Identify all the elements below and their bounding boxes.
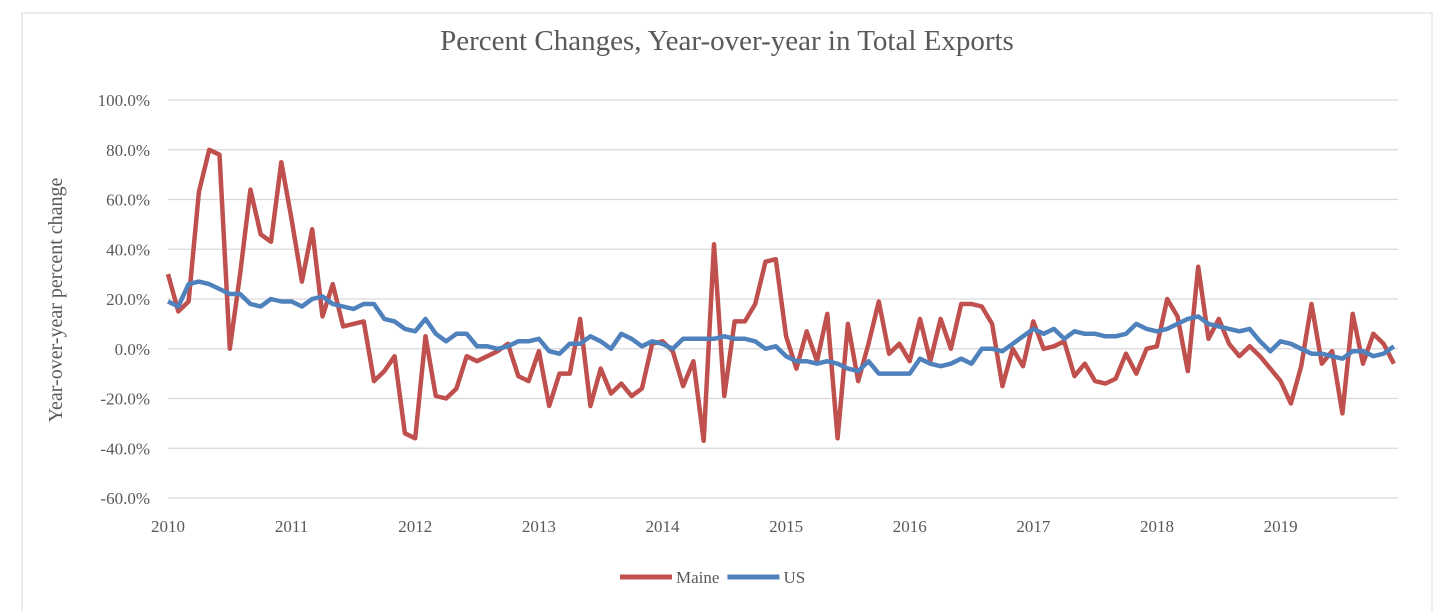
y-tick-label: 60.0% <box>106 191 150 210</box>
y-tick-label: 20.0% <box>106 290 150 309</box>
y-tick-label: 0.0% <box>115 340 150 359</box>
data-line <box>167 279 1396 376</box>
legend-label: Maine <box>676 568 719 587</box>
x-tick-label: 2010 <box>151 517 185 536</box>
x-tick-label: 2015 <box>769 517 803 536</box>
x-tick-label: 2018 <box>1140 517 1174 536</box>
x-tick-label: 2011 <box>275 517 308 536</box>
x-tick-label: 2017 <box>1016 517 1051 536</box>
data-line <box>165 147 1396 444</box>
x-tick-label: 2016 <box>893 517 927 536</box>
x-tick-label: 2019 <box>1264 517 1298 536</box>
y-tick-label: -60.0% <box>100 489 150 508</box>
y-tick-label: -40.0% <box>100 439 150 458</box>
y-tick-label: -20.0% <box>100 390 150 409</box>
y-axis-title: Year-over-year percent change <box>45 177 67 422</box>
y-tick-label: 80.0% <box>106 141 150 160</box>
chart-title: Percent Changes, Year-over-year in Total… <box>440 25 1014 57</box>
y-tick-label: 100.0% <box>98 91 150 110</box>
x-tick-label: 2012 <box>398 517 432 536</box>
x-tick-label: 2014 <box>645 517 680 536</box>
legend-label: US <box>783 568 805 587</box>
x-tick-label: 2013 <box>522 517 556 536</box>
y-tick-label: 40.0% <box>106 240 150 259</box>
